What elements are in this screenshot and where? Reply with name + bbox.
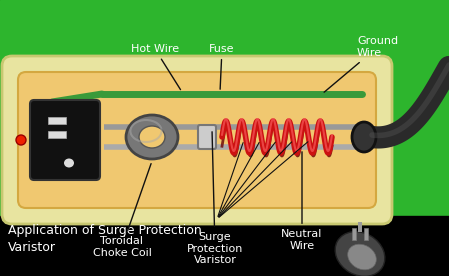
Ellipse shape (126, 115, 178, 159)
Bar (48, 131, 66, 138)
Text: Toroidal
Choke Coil: Toroidal Choke Coil (92, 164, 151, 258)
Ellipse shape (139, 126, 165, 148)
Text: Hot Wire: Hot Wire (131, 44, 180, 90)
Ellipse shape (348, 244, 376, 270)
Ellipse shape (16, 135, 26, 145)
FancyBboxPatch shape (30, 100, 100, 180)
Text: Neutral
Wire: Neutral Wire (282, 152, 323, 251)
Bar (364, 228, 368, 240)
FancyBboxPatch shape (18, 72, 376, 208)
Bar (48, 117, 66, 124)
Text: Surge
Protection
Varistor: Surge Protection Varistor (187, 132, 243, 265)
Bar (0, 216, 449, 276)
Ellipse shape (352, 122, 376, 152)
Ellipse shape (335, 232, 385, 276)
FancyBboxPatch shape (2, 56, 392, 224)
Text: Fuse: Fuse (209, 44, 235, 89)
Text: Application of Surge Protection
Varistor: Application of Surge Protection Varistor (8, 224, 202, 254)
Ellipse shape (64, 158, 74, 168)
FancyBboxPatch shape (198, 125, 216, 149)
Bar (0, 0, 449, 221)
Bar (352, 228, 356, 240)
Text: Ground
Wire: Ground Wire (324, 36, 398, 92)
Bar (358, 222, 362, 232)
